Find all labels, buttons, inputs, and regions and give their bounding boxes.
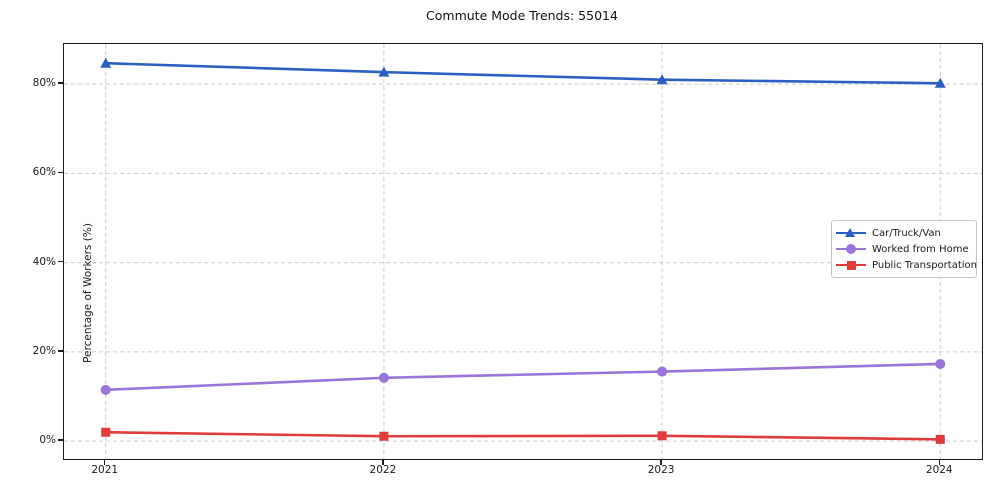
circle-marker-icon xyxy=(935,358,946,369)
square-marker-icon xyxy=(935,434,945,444)
legend-item: Public Transportation xyxy=(836,257,977,273)
triangle-marker-icon xyxy=(656,74,668,85)
square-marker-icon xyxy=(101,427,111,437)
y-tick-mark xyxy=(58,260,63,263)
legend-item-label: Worked from Home xyxy=(872,243,969,255)
y-tick-mark xyxy=(58,439,63,441)
series-line-circle xyxy=(104,362,942,392)
y-tick-label: 40% xyxy=(32,255,56,268)
square-marker-icon xyxy=(657,431,667,441)
triangle-marker-icon xyxy=(378,66,390,77)
chart-svg xyxy=(64,44,982,459)
triangle-marker-icon xyxy=(934,77,946,88)
plot-area: Percentage of Workers (%) xyxy=(63,43,983,460)
y-tick-label: 20% xyxy=(32,344,56,357)
y-tick-mark xyxy=(58,171,63,174)
legend-marker-circle-icon xyxy=(836,243,866,255)
y-tick-mark xyxy=(58,350,63,352)
legend-marker-triangle-icon xyxy=(836,227,866,239)
circle-marker-icon xyxy=(378,372,389,383)
y-tick-mark xyxy=(58,82,63,84)
y-tick-label: 80% xyxy=(32,77,56,90)
circle-marker-icon xyxy=(657,366,668,377)
x-tick-label: 2021 xyxy=(91,464,119,476)
legend: Car/Truck/Van Worked from Home Public Tr… xyxy=(831,220,977,278)
x-tick-mark xyxy=(103,459,106,465)
legend-item: Worked from Home xyxy=(836,241,970,257)
legend-item-label: Car/Truck/Van xyxy=(872,227,941,239)
triangle-marker-icon xyxy=(100,57,112,68)
legend-item: Car/Truck/Van xyxy=(836,225,970,241)
series-line-square xyxy=(104,430,942,441)
x-tick-mark xyxy=(382,459,384,465)
y-axis-label: Percentage of Workers (%) xyxy=(82,223,94,363)
x-tick-label: 2022 xyxy=(369,464,397,476)
x-tick-label: 2023 xyxy=(647,464,675,476)
square-marker-icon xyxy=(379,431,389,441)
y-tick-label: 0% xyxy=(39,434,56,447)
y-tick-label: 60% xyxy=(32,166,56,179)
legend-item-label: Public Transportation xyxy=(872,259,977,271)
x-tick-mark xyxy=(938,459,941,465)
x-tick-mark xyxy=(660,459,662,465)
circle-marker-icon xyxy=(100,384,111,395)
x-tick-label: 2024 xyxy=(925,464,953,476)
series-line-triangle xyxy=(104,61,942,85)
legend-marker-square-icon xyxy=(836,259,866,271)
chart-title: Commute Mode Trends: 55014 xyxy=(426,8,618,23)
